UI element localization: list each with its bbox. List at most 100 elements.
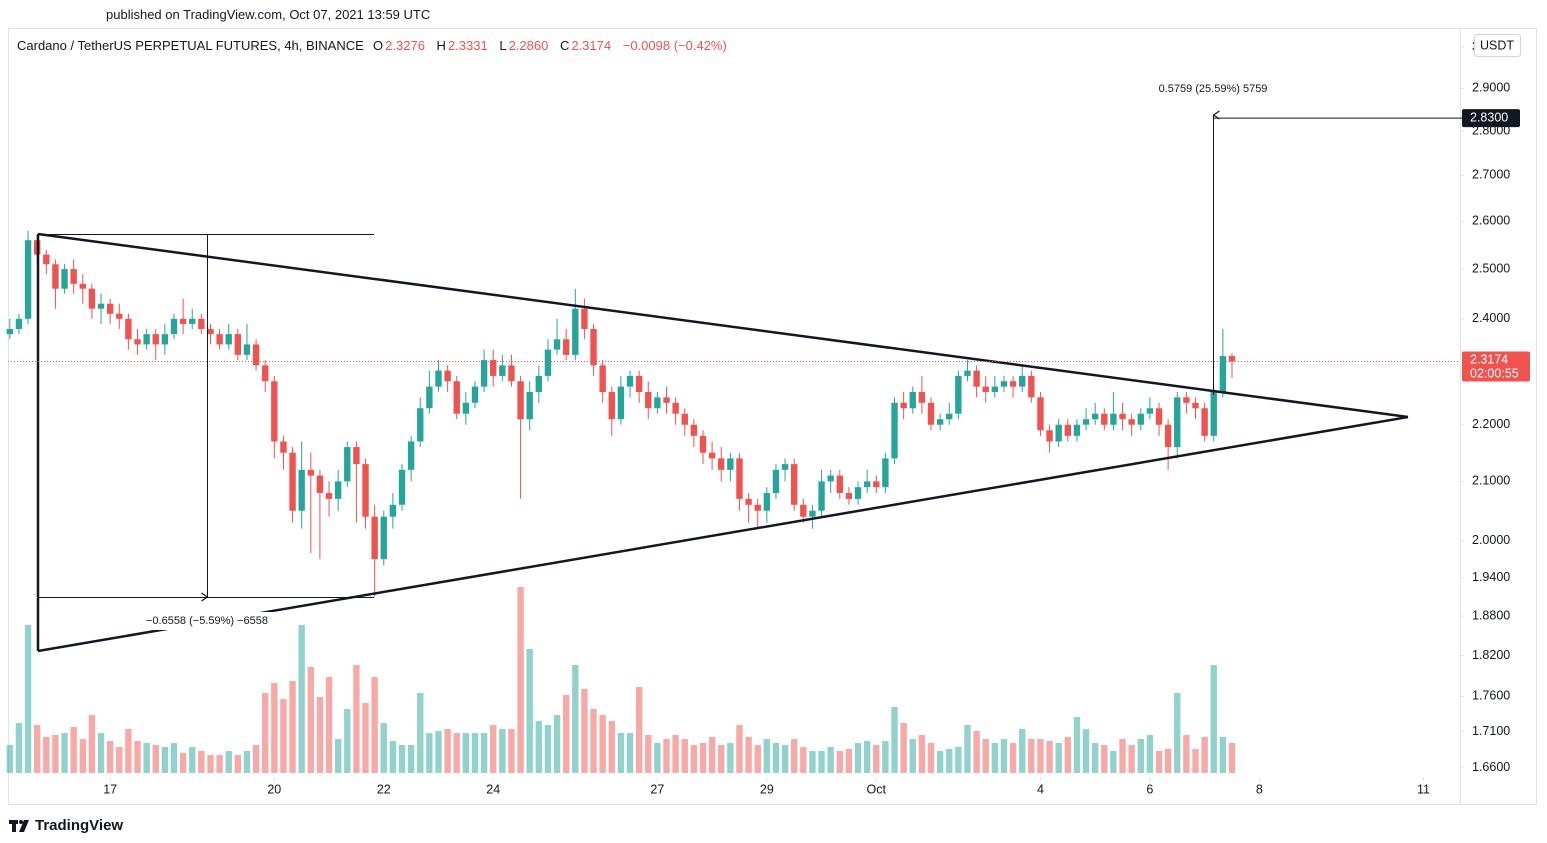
ohlc-value: 2.3276 xyxy=(385,38,425,53)
candle-body xyxy=(170,318,178,335)
candle-body xyxy=(334,481,342,499)
candle-body xyxy=(106,303,114,314)
trendline-upper xyxy=(37,232,1409,419)
candle-body xyxy=(818,481,825,511)
candle-body xyxy=(1137,413,1144,425)
candle-body xyxy=(1110,413,1117,425)
volume-bar xyxy=(781,745,789,773)
volume-bar xyxy=(207,755,214,773)
volume-bar xyxy=(544,725,552,773)
candle-body xyxy=(1000,381,1008,387)
y-tick-label: 2.7000 xyxy=(1472,168,1510,182)
volume-bar xyxy=(663,739,670,773)
volume-bar xyxy=(79,739,86,773)
volume-bar xyxy=(1055,743,1062,773)
candle-body xyxy=(927,402,935,425)
candle-body xyxy=(43,254,50,265)
candle-body xyxy=(982,386,989,392)
volume-bar xyxy=(24,625,32,773)
candle-body xyxy=(681,413,688,425)
volume-bar xyxy=(1164,749,1172,773)
volume-bar xyxy=(909,739,916,773)
candle-body xyxy=(307,469,314,476)
volume-bar xyxy=(289,681,296,773)
volume-layer xyxy=(6,587,1236,773)
volume-bar xyxy=(809,751,816,773)
candle-body xyxy=(252,344,260,366)
volume-bar xyxy=(1110,751,1117,773)
candle-body xyxy=(645,391,652,409)
volume-bar xyxy=(1009,743,1017,773)
volume-bar xyxy=(708,737,716,773)
volume-bar xyxy=(298,625,305,773)
chart-header: Cardano / TetherUS PERPETUAL FUTURES, 4h… xyxy=(17,38,735,53)
candle-body xyxy=(626,375,634,387)
brand: TradingView xyxy=(35,817,124,834)
x-tick-label: 6 xyxy=(1146,782,1153,796)
volume-bar xyxy=(1073,717,1081,773)
drawings xyxy=(36,115,1409,653)
volume-bar xyxy=(6,745,14,773)
candle-body xyxy=(143,334,150,345)
volume-bar xyxy=(626,733,634,773)
y-tick-label: 2.0000 xyxy=(1472,533,1510,547)
volume-bar xyxy=(380,723,387,773)
volume-bar xyxy=(745,737,752,773)
candle-body xyxy=(1046,430,1053,442)
candle-body xyxy=(1037,397,1044,431)
volume-bar xyxy=(526,649,533,773)
candle-body xyxy=(553,339,561,350)
x-tick-label: 17 xyxy=(103,782,117,796)
ohlc-key: C xyxy=(559,38,570,53)
volume-bar xyxy=(581,689,588,773)
candle-body xyxy=(918,391,926,403)
volume-bar xyxy=(699,743,707,773)
candle-body xyxy=(499,365,506,376)
logo xyxy=(9,820,29,832)
candle-body xyxy=(854,487,862,499)
candle-body xyxy=(1201,408,1208,436)
volume-bar xyxy=(982,739,989,773)
candle-body xyxy=(1082,419,1090,425)
y-tick-label: 2.4000 xyxy=(1472,311,1510,325)
label-bg xyxy=(134,612,280,630)
volume-bar xyxy=(873,745,880,773)
candle-body xyxy=(708,452,716,459)
chart-title: Cardano / TetherUS PERPETUAL FUTURES, 4h… xyxy=(17,38,364,53)
volume-bar xyxy=(417,693,424,773)
volume-bar xyxy=(106,741,114,773)
candle-body xyxy=(909,391,916,409)
volume-bar xyxy=(1000,739,1008,773)
candle-body xyxy=(243,344,251,355)
y-tick-label: 2.2000 xyxy=(1472,417,1510,431)
volume-bar xyxy=(718,745,725,773)
volume-bar xyxy=(645,735,652,773)
candle-body xyxy=(125,318,132,340)
candle-body xyxy=(216,334,223,345)
ohlc-key: O xyxy=(373,38,384,53)
y-tick-label: 1.8800 xyxy=(1472,608,1510,622)
candle-body xyxy=(690,424,698,436)
volume-bar xyxy=(271,683,278,773)
candle-body xyxy=(353,447,360,465)
y-tick-label: 1.8200 xyxy=(1472,648,1510,662)
candle-body xyxy=(836,475,843,494)
candle-body xyxy=(745,498,752,505)
volume-bar xyxy=(900,723,907,773)
candle-body xyxy=(444,370,451,382)
candle-body xyxy=(234,334,242,355)
volume-bar xyxy=(389,741,397,773)
volume-bar xyxy=(307,667,314,773)
volume-bar xyxy=(827,747,834,773)
candle-body xyxy=(517,381,524,420)
candle-body xyxy=(535,375,543,392)
volume-bar xyxy=(435,731,442,773)
volume-bar xyxy=(480,733,488,773)
volume-bar xyxy=(599,715,606,773)
volume-bar xyxy=(61,733,68,773)
currency: USDT xyxy=(1480,38,1514,52)
candle-body xyxy=(225,334,232,345)
volume-bar xyxy=(152,745,159,773)
